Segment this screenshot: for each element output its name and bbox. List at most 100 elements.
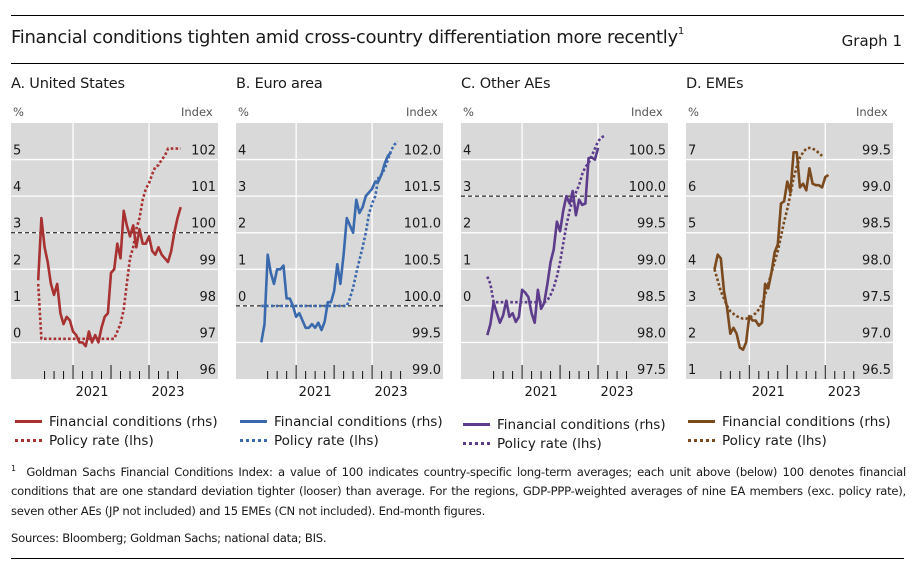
- panel-d-plot-area: [686, 123, 893, 379]
- sources-note: Sources: Bloomberg; Goldman Sachs; natio…: [11, 531, 327, 545]
- legend-item-policy: Policy rate (lhs): [240, 431, 443, 450]
- right-axis-tick-label: 100.5: [404, 253, 441, 268]
- right-axis-tick-label: 99.0: [862, 180, 891, 195]
- figure-title-text: Financial conditions tighten amid cross-…: [11, 27, 678, 48]
- left-axis-tick-label: 5: [688, 217, 696, 232]
- panel-b-title: B. Euro area: [236, 76, 323, 92]
- left-axis-tick-label: 1: [688, 363, 696, 378]
- right-axis-tick-label: 99.5: [637, 217, 666, 232]
- footnote-mark: 1: [11, 464, 16, 473]
- left-axis-tick-label: 4: [463, 144, 471, 159]
- x-tick-label: 2023: [375, 385, 408, 400]
- legend-label: Financial conditions (rhs): [722, 413, 891, 430]
- x-tick-label: 2021: [752, 385, 785, 400]
- solid-line-swatch: [240, 420, 267, 423]
- panel-b-left-unit: %: [238, 105, 249, 119]
- left-axis-tick-label: 0: [13, 326, 21, 341]
- panel-b-right-unit: Index: [406, 105, 438, 119]
- x-tick-label: 2021: [75, 385, 108, 400]
- panel-a-left-unit: %: [13, 105, 24, 119]
- right-axis-tick-label: 98: [199, 290, 216, 305]
- legend-label: Financial conditions (rhs): [49, 413, 218, 430]
- legend-item-fci: Financial conditions (rhs): [240, 412, 443, 431]
- x-tick-label: 2021: [525, 385, 558, 400]
- right-axis-tick-label: 97.5: [637, 363, 666, 378]
- left-axis-tick-label: 4: [688, 253, 696, 268]
- dotted-line-swatch: [240, 439, 267, 442]
- left-axis-tick-label: 7: [688, 144, 696, 159]
- policy-rate-line: [261, 140, 399, 308]
- solid-line-swatch: [463, 423, 490, 426]
- left-axis-tick-label: 0: [463, 290, 471, 305]
- right-axis-tick-label: 100.0: [404, 290, 441, 305]
- footnote: 1 Goldman Sachs Financial Conditions Ind…: [11, 459, 906, 521]
- left-axis-tick-label: 2: [238, 217, 246, 232]
- right-axis-tick-label: 96: [199, 363, 216, 378]
- panel-b-plot-area: [236, 123, 443, 379]
- financial-conditions-line: [260, 151, 393, 343]
- title-footnote-mark: 1: [677, 26, 684, 37]
- left-axis-tick-label: 0: [238, 290, 246, 305]
- right-axis-tick-label: 99: [199, 253, 216, 268]
- legend-label: Policy rate (lhs): [49, 432, 154, 449]
- panel-c-right-unit: Index: [631, 105, 663, 119]
- panel-a-right-unit: Index: [181, 105, 213, 119]
- left-axis-tick-label: 4: [238, 144, 246, 159]
- right-axis-tick-label: 97.5: [862, 290, 891, 305]
- left-axis-tick-label: 2: [463, 217, 471, 232]
- left-axis-tick-label: 1: [238, 253, 246, 268]
- dotted-line-swatch: [15, 439, 42, 442]
- left-axis-tick-label: 3: [688, 290, 696, 305]
- figure-title: Financial conditions tighten amid cross-…: [11, 26, 684, 48]
- legend-item-policy: Policy rate (lhs): [15, 431, 218, 450]
- legend-label: Policy rate (lhs): [497, 435, 602, 452]
- panel-d-title: D. EMEs: [686, 76, 744, 92]
- left-axis-tick-label: 4: [13, 180, 21, 195]
- solid-line-swatch: [688, 420, 715, 423]
- panel-b-legend: Financial conditions (rhs) Policy rate (…: [240, 412, 443, 450]
- dotted-line-swatch: [463, 442, 490, 445]
- right-axis-tick-label: 98.0: [862, 253, 891, 268]
- right-axis-tick-label: 100: [191, 217, 216, 232]
- x-tick-label: 2023: [600, 385, 633, 400]
- right-axis-tick-label: 100.5: [629, 144, 666, 159]
- right-axis-tick-label: 99.5: [412, 326, 441, 341]
- financial-conditions-line: [486, 147, 600, 336]
- right-axis-tick-label: 96.5: [862, 363, 891, 378]
- left-axis-tick-label: 2: [13, 253, 21, 268]
- x-tick-label: 2023: [828, 385, 861, 400]
- right-axis-tick-label: 98.5: [862, 217, 891, 232]
- panel-c-left-unit: %: [463, 105, 474, 119]
- bottom-rule: [11, 558, 904, 559]
- dotted-line-swatch: [688, 439, 715, 442]
- panel-a-legend: Financial conditions (rhs) Policy rate (…: [15, 412, 218, 450]
- legend-item-fci: Financial conditions (rhs): [463, 415, 666, 434]
- financial-conditions-line: [713, 151, 830, 352]
- legend-label: Financial conditions (rhs): [274, 413, 443, 430]
- legend-item-fci: Financial conditions (rhs): [688, 412, 891, 431]
- right-axis-tick-label: 100.0: [629, 180, 666, 195]
- left-axis-tick-label: 3: [238, 180, 246, 195]
- right-axis-tick-label: 99.5: [862, 144, 891, 159]
- panel-c-title: C. Other AEs: [461, 76, 551, 92]
- x-tick-label: 2023: [151, 385, 184, 400]
- right-axis-tick-label: 98.0: [637, 326, 666, 341]
- right-axis-tick-label: 102.0: [404, 144, 441, 159]
- footnote-text: Goldman Sachs Financial Conditions Index…: [11, 464, 907, 518]
- panel-d-legend: Financial conditions (rhs) Policy rate (…: [688, 412, 891, 450]
- left-axis-tick-label: 2: [688, 326, 696, 341]
- panel-a-title: A. United States: [11, 76, 125, 92]
- legend-item-policy: Policy rate (lhs): [688, 431, 891, 450]
- right-axis-tick-label: 97: [199, 326, 216, 341]
- x-tick-label: 2021: [299, 385, 332, 400]
- legend-label: Financial conditions (rhs): [497, 416, 666, 433]
- panel-a-plot-area: [11, 123, 218, 379]
- right-axis-tick-label: 99.0: [412, 363, 441, 378]
- policy-rate-line: [36, 147, 181, 341]
- title-rule: [11, 63, 904, 64]
- right-axis-tick-label: 97.0: [862, 326, 891, 341]
- right-axis-tick-label: 101.5: [404, 180, 441, 195]
- legend-label: Policy rate (lhs): [722, 432, 827, 449]
- legend-item-policy: Policy rate (lhs): [463, 434, 666, 453]
